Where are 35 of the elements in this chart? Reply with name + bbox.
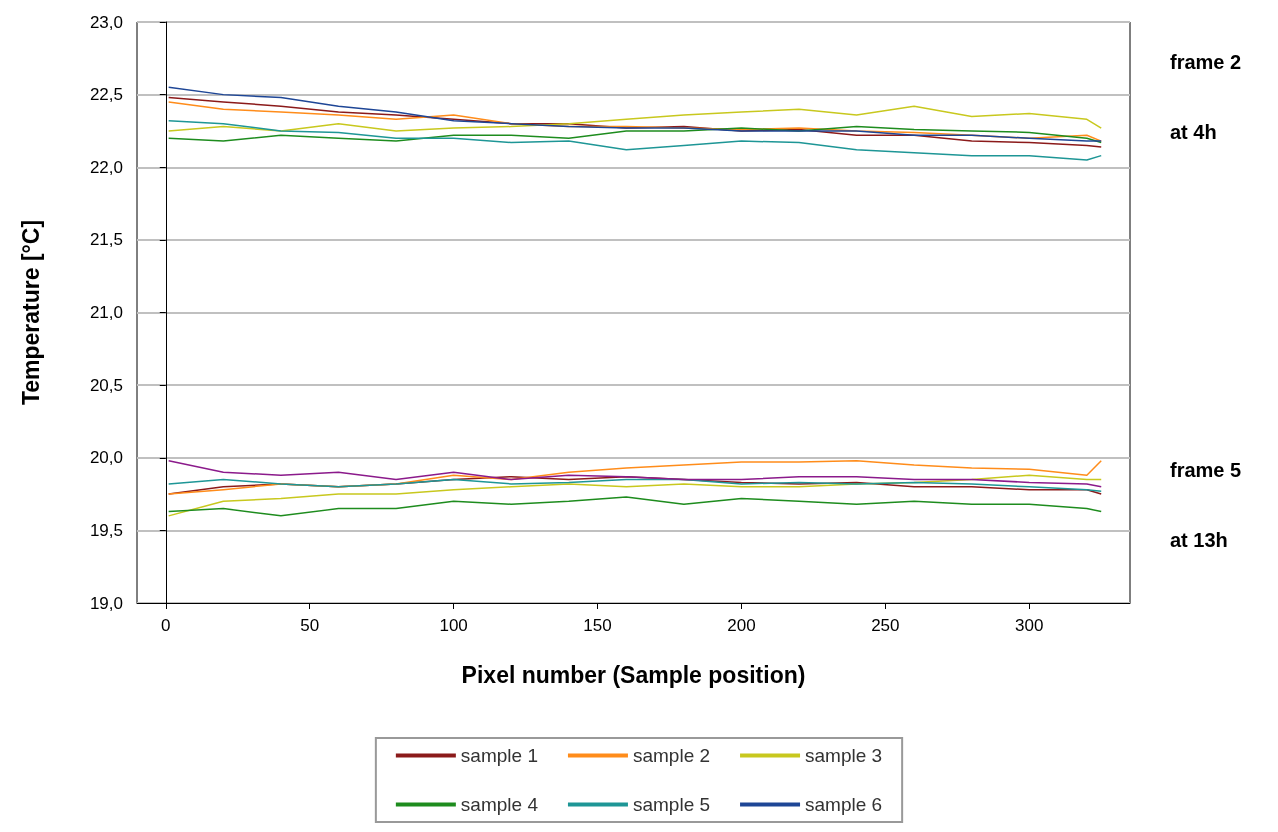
x-tick-label: 200 — [727, 616, 756, 635]
x-tick-label: 50 — [300, 616, 320, 635]
x-tick-label: 100 — [439, 616, 468, 635]
line-series — [167, 125, 1102, 144]
line-series — [167, 474, 1102, 517]
text: frame 2 — [1170, 51, 1242, 73]
legend-label: sample 1 — [460, 745, 538, 766]
x-tick-label: 250 — [871, 616, 900, 635]
y-tick-label: 19,0 — [89, 593, 123, 613]
y-tick-label: 21,5 — [89, 230, 123, 250]
line-series — [167, 86, 1102, 142]
y-tick-label: 20,5 — [89, 375, 123, 395]
x-tick-label: 300 — [1015, 616, 1044, 635]
x-tick-label: 150 — [583, 616, 612, 635]
legend-label: sample 5 — [632, 794, 711, 815]
legend-label: sample 3 — [805, 745, 883, 766]
line-series — [167, 496, 1102, 517]
y-tick-label: 23,0 — [89, 12, 123, 32]
line-series — [167, 459, 1102, 488]
y-tick-label: 21,0 — [89, 303, 123, 322]
x-tick-label: 0 — [161, 616, 171, 635]
y-tick-label: 19,5 — [89, 520, 123, 540]
x-axis-title: Pixel number (Sample position) — [461, 661, 806, 688]
y-tick-label: 20,0 — [89, 448, 123, 468]
legend-label: sample 6 — [805, 794, 883, 815]
text: at 4h — [1170, 121, 1217, 143]
line-series — [167, 105, 1102, 132]
legend-label: sample 2 — [632, 745, 711, 766]
text: frame 5 — [1170, 459, 1242, 481]
y-tick-label: 22,0 — [89, 157, 123, 177]
y-axis-title: Temperature [°C] — [17, 219, 44, 406]
y-tick-label: 22,5 — [89, 85, 123, 105]
text: at 13h — [1170, 529, 1228, 551]
line-series — [167, 120, 1102, 161]
legend-label: sample 4 — [460, 794, 539, 815]
